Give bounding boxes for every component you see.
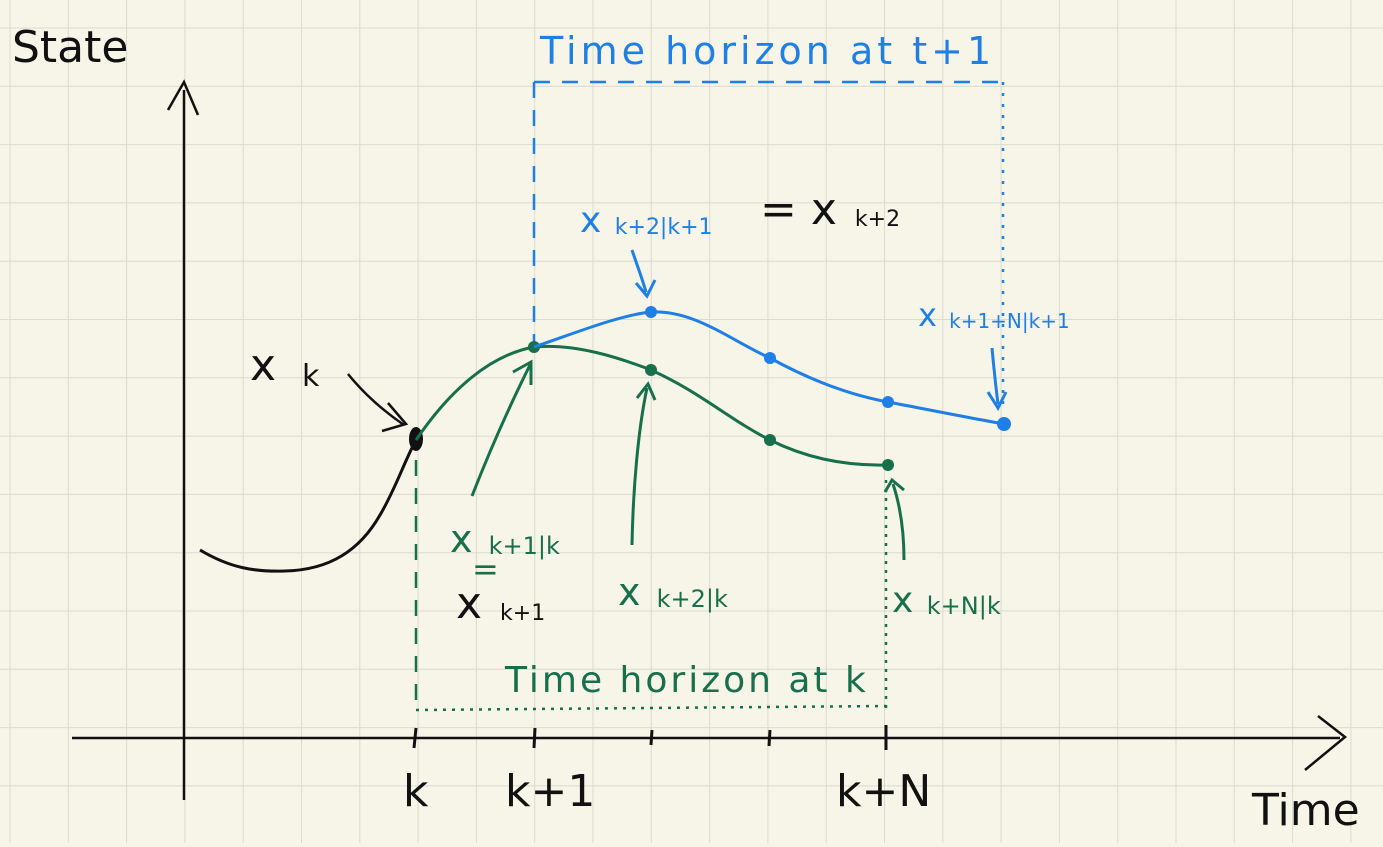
green-arrowhead-kN <box>883 477 905 493</box>
x-k2-given-k-sub: k+2|k <box>657 585 728 613</box>
tick-mark-k2 <box>649 729 654 746</box>
green-arrowhead-k2 <box>635 381 657 401</box>
green-arrow-k2 <box>630 387 649 546</box>
x-k-main: x <box>250 340 276 391</box>
green-point-k2 <box>645 364 657 376</box>
blue-arrowhead-k2 <box>634 279 657 299</box>
blue-arrow-kN <box>990 347 1000 405</box>
tick-mark-k1 <box>532 727 537 749</box>
x-ticks: k k+1 k+N <box>403 725 931 817</box>
blue-arrowhead-kN <box>986 391 1008 412</box>
blue-point-k3 <box>764 352 776 364</box>
past-trajectory <box>199 439 418 573</box>
green-arrowhead-k1 <box>512 359 533 385</box>
green-horizon-bottom <box>415 704 887 712</box>
blue-point-k4 <box>882 396 894 408</box>
x-k2-given-k1-sub: k+2|k+1 <box>615 215 713 240</box>
y-axis-arrowhead <box>166 79 200 116</box>
x-k-sub: k <box>302 359 320 394</box>
x-k1N-given-k1-label: x k+1+N|k+1 <box>918 296 1070 334</box>
x-axis-label: Time <box>1251 785 1360 836</box>
tick-label-kN: k+N <box>836 766 931 817</box>
x-k1-given-k-main: x <box>450 517 473 561</box>
x-k2-given-k-main: x <box>618 570 641 614</box>
tick-mark-k3 <box>767 729 772 747</box>
x-kN-given-k-main: x <box>892 580 913 621</box>
x-k1N-given-k1-main: x <box>918 296 937 334</box>
tick-mark-k <box>412 727 418 749</box>
x-k2-given-k-label: x k+2|k <box>618 570 728 614</box>
x-kN-given-k-sub: k+N|k <box>927 592 1001 620</box>
x-k1-main: x <box>456 578 482 629</box>
tick-label-k1: k+1 <box>505 766 595 817</box>
tick-label-k: k <box>403 766 429 817</box>
blue-point-kN <box>997 417 1011 431</box>
x-k2-given-k1-label: x k+2|k+1 <box>580 200 713 241</box>
x-k1-label: x k+1 <box>456 578 545 629</box>
x-k-arrowhead <box>381 402 409 433</box>
x-axis-arrowhead <box>1304 715 1347 771</box>
x-k1N-given-k1-sub: k+1+N|k+1 <box>949 309 1070 333</box>
x-k-arrow <box>347 373 405 427</box>
equals-x-k2-label: = x k+2 <box>760 184 900 235</box>
green-point-kN <box>882 459 894 471</box>
x-k1-sub: k+1 <box>500 601 545 626</box>
x-k1-given-k-sub: k+1|k <box>489 532 560 560</box>
x-k1-given-k-label: x k+1|k <box>450 517 560 561</box>
blue-point-k2 <box>645 306 657 318</box>
green-horizon-label: Time horizon at k <box>504 660 869 701</box>
blue-arrow-k2 <box>630 249 648 293</box>
axes: State Time <box>12 22 1360 836</box>
equals-x-k2-main: = x <box>760 184 837 235</box>
green-arrow-kN <box>891 483 906 561</box>
blue-horizon-box: Time horizon at t+1 <box>532 29 1005 410</box>
x-k2-given-k1-main: x <box>580 200 601 241</box>
green-point-k3 <box>764 434 776 446</box>
blue-horizon-label: Time horizon at t+1 <box>539 29 995 73</box>
x-k-label: x k <box>250 340 320 394</box>
x-kN-given-k-label: x k+N|k <box>892 580 1001 621</box>
equals-mark: = <box>472 550 499 588</box>
y-axis-label: State <box>12 22 128 73</box>
green-horizon-box: Time horizon at k <box>414 460 888 712</box>
equals-x-k2-sub: k+2 <box>855 207 900 232</box>
green-arrow-k1 <box>470 364 532 497</box>
